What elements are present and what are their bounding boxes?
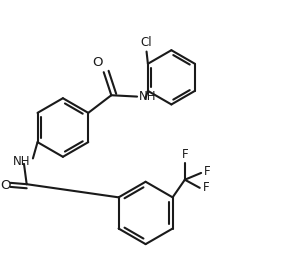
Text: F: F xyxy=(204,165,210,178)
Text: O: O xyxy=(92,56,103,70)
Text: NH: NH xyxy=(13,155,31,168)
Text: F: F xyxy=(203,181,209,194)
Text: O: O xyxy=(0,178,11,192)
Text: Cl: Cl xyxy=(141,36,152,49)
Text: NH: NH xyxy=(138,90,156,103)
Text: F: F xyxy=(181,148,188,161)
